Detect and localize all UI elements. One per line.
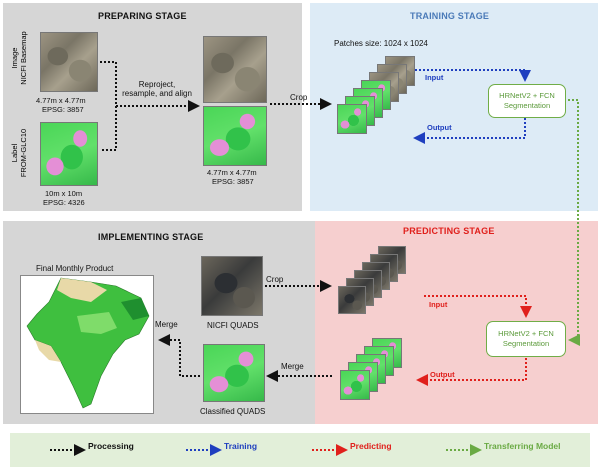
- preparing-stage-title: PREPARING STAGE: [98, 11, 187, 21]
- predicting-output-label: Output: [430, 370, 455, 379]
- nicfi-quads-image: [201, 256, 263, 316]
- legend-panel: [10, 433, 590, 467]
- legend-processing-label: Processing: [88, 441, 134, 451]
- predicting-stage-title: PREDICTING STAGE: [403, 226, 495, 236]
- aligned-image: [203, 36, 267, 103]
- predict-output-patch: [340, 370, 370, 400]
- crop-label-top: Crop: [290, 93, 308, 102]
- merge-right-label: Merge: [281, 362, 304, 371]
- transferring-arrow: [568, 99, 580, 346]
- predicting-arrow: [416, 358, 527, 386]
- training-arrow: [413, 118, 526, 144]
- merge-left-label: Merge: [155, 320, 178, 329]
- image-resolution: 4.77m x 4.77m: [36, 96, 86, 105]
- aligned-epsg: EPSG: 3857: [212, 177, 254, 186]
- final-monthly-product-map: [20, 275, 154, 414]
- final-product-label: Final Monthly Product: [36, 264, 114, 273]
- training-arrow: [415, 69, 531, 82]
- label-resolution: 10m x 10m: [45, 189, 83, 198]
- training-model-box: HRNetV2 + FCN Segmentation: [488, 84, 566, 118]
- nicfi-basemap-image: [40, 32, 98, 92]
- reproject-label: Reproject, resample, and align: [122, 80, 192, 99]
- label-epsg: EPSG: 4326: [43, 198, 85, 207]
- predicting-input-label: Input: [429, 300, 448, 309]
- processing-arrow: [158, 334, 200, 377]
- implementing-stage-title: IMPLEMENTING STAGE: [98, 232, 204, 242]
- aligned-resolution: 4.77m x 4.77m: [207, 168, 257, 177]
- training-stage-title: TRAINING STAGE: [410, 11, 490, 21]
- patches-size-label: Patches size: 1024 x 1024: [334, 39, 428, 48]
- nicfi-quads-label: NICFI QUADS: [207, 321, 259, 330]
- predicting-arrow: [424, 295, 532, 318]
- training-output-label: Output: [427, 123, 452, 132]
- training-patch-label: [337, 104, 367, 134]
- aligned-label: [203, 106, 267, 166]
- classified-quads-image: [203, 344, 265, 402]
- image-epsg: EPSG: 3857: [42, 105, 84, 114]
- legend-training-label: Training: [224, 441, 258, 451]
- predict-patch-image: [338, 286, 366, 314]
- predicting-model-box: HRNetV2 + FCN Segmentation: [486, 321, 566, 357]
- crop-label-bottom: Crop: [266, 275, 284, 284]
- legend-transferring-label: Transferring Model: [484, 441, 561, 451]
- classified-quads-label: Classified QUADS: [200, 407, 266, 416]
- legend-predicting-label: Predicting: [350, 441, 392, 451]
- processing-arrow: [100, 61, 117, 151]
- from-glc10-label-image: [40, 122, 98, 186]
- training-input-label: Input: [425, 73, 444, 82]
